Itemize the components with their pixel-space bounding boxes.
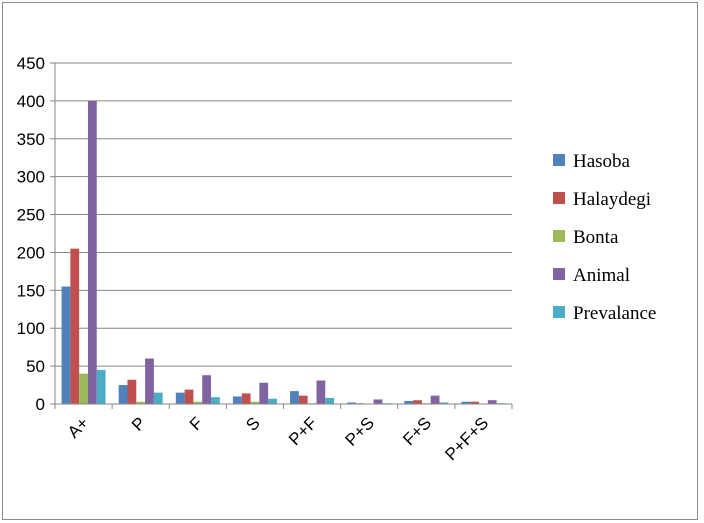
x-tick-label: P+F <box>285 413 321 449</box>
axes <box>50 62 513 409</box>
bar-bonta-2 <box>193 401 203 404</box>
legend-label-hasoba: Hasoba <box>573 151 631 172</box>
bar-hasoba-0 <box>61 286 71 404</box>
bar-prevalance-0 <box>96 369 106 404</box>
bar-animal-5 <box>373 399 383 404</box>
bar-halaydegi-2 <box>184 389 194 404</box>
bar-prevalance-2 <box>211 397 220 404</box>
bar-prevalance-4 <box>325 397 335 404</box>
legend-swatch-bonta <box>553 230 565 242</box>
bar-animal-3 <box>259 382 269 404</box>
bar-hasoba-1 <box>118 385 128 404</box>
bar-prevalance-3 <box>268 398 277 404</box>
bar-animal-2 <box>202 375 212 404</box>
x-tick-label: F+S <box>399 413 435 449</box>
legend-label-bonta: Bonta <box>573 227 619 248</box>
legend-swatch-halaydegi <box>553 192 565 204</box>
bar-animal-6 <box>430 395 440 404</box>
y-tick-label: 0 <box>36 395 45 414</box>
x-tick-label: A+ <box>64 413 93 442</box>
legend: Hasoba Halaydegi Bonta Animal Prevalance <box>553 151 656 324</box>
legend-label-halaydegi: Halaydegi <box>573 189 651 210</box>
x-tick-label: F <box>186 413 207 434</box>
bar-halaydegi-4 <box>298 395 308 404</box>
x-tick-label: S <box>242 413 263 434</box>
bar-halaydegi-0 <box>70 248 80 404</box>
bar-bonta-3 <box>250 401 260 404</box>
bar-animal-1 <box>145 358 154 404</box>
y-tick-label: 200 <box>17 243 45 262</box>
bar-animal-0 <box>87 100 97 404</box>
y-tick-label: 50 <box>26 357 45 376</box>
gridlines <box>55 62 512 367</box>
legend-swatch-animal <box>553 268 565 280</box>
bar-halaydegi-1 <box>127 379 137 404</box>
bar-halaydegi-6 <box>413 400 422 404</box>
bar-hasoba-7 <box>461 401 471 404</box>
bar-animal-7 <box>487 400 497 404</box>
bar-prevalance-6 <box>439 402 449 404</box>
bar-hasoba-2 <box>175 392 185 404</box>
legend-label-animal: Animal <box>573 265 630 286</box>
y-tick-label: 100 <box>17 319 45 338</box>
y-tick-label: 150 <box>17 281 45 300</box>
bar-animal-4 <box>316 380 326 404</box>
y-tick-labels: 0 50 100 150 200 250 300 350 400 450 <box>17 54 45 414</box>
x-tick-label: P <box>128 413 149 434</box>
x-tick-label: P+F+S <box>441 413 492 464</box>
legend-label-prevalance: Prevalance <box>573 303 656 324</box>
y-tick-label: 400 <box>17 92 45 111</box>
bar-hasoba-4 <box>290 391 299 404</box>
bar-hasoba-5 <box>347 402 356 404</box>
y-tick-label: 450 <box>17 54 45 73</box>
y-tick-label: 250 <box>17 206 45 225</box>
bar-hasoba-3 <box>232 396 242 404</box>
chart-frame <box>2 2 698 520</box>
x-tick-label: P+S <box>342 413 378 449</box>
y-tick-label: 350 <box>17 130 45 149</box>
bar-bonta-1 <box>136 401 146 404</box>
bar-halaydegi-3 <box>241 393 251 404</box>
bar-halaydegi-7 <box>470 401 480 404</box>
x-tick-labels: A+ P F S P+F P+S F+S P+F+S <box>64 413 492 464</box>
legend-swatch-prevalance <box>553 306 565 318</box>
bar-prevalance-1 <box>153 392 163 404</box>
bar-bonta-0 <box>79 373 88 404</box>
bar-hasoba-6 <box>404 400 414 404</box>
legend-swatch-hasoba <box>553 154 565 166</box>
y-tick-label: 300 <box>17 168 45 187</box>
